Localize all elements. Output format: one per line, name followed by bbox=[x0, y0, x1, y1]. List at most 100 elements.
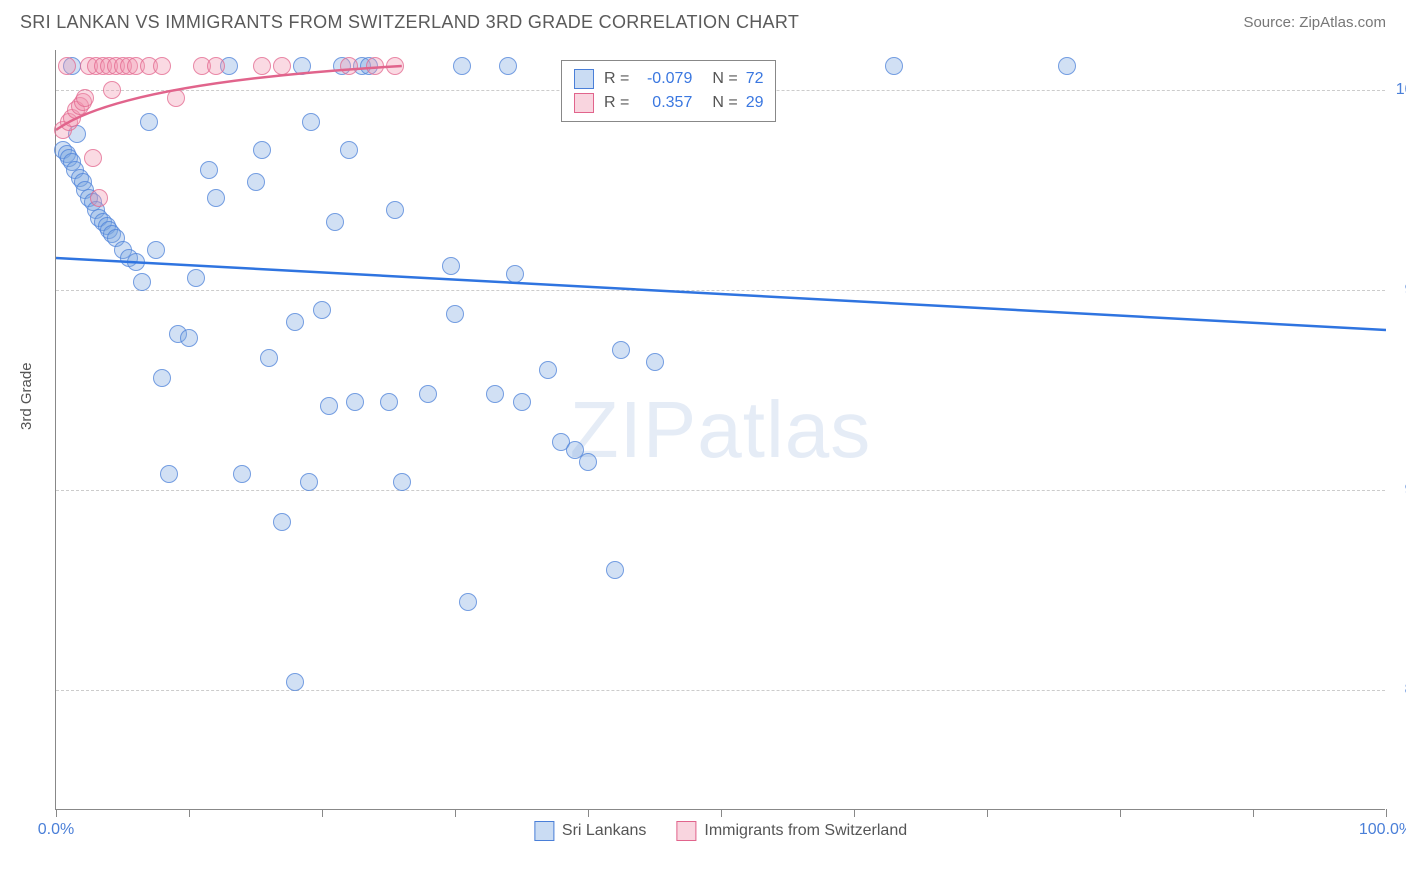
data-point bbox=[453, 57, 471, 75]
legend-label: Immigrants from Switzerland bbox=[704, 822, 907, 840]
data-point bbox=[153, 57, 171, 75]
data-point bbox=[180, 329, 198, 347]
data-point bbox=[313, 301, 331, 319]
data-point bbox=[133, 273, 151, 291]
data-point bbox=[167, 89, 185, 107]
x-tick bbox=[1120, 809, 1121, 817]
data-point bbox=[340, 141, 358, 159]
data-point bbox=[320, 397, 338, 415]
data-point bbox=[486, 385, 504, 403]
r-label: R = bbox=[604, 70, 629, 88]
data-point bbox=[386, 201, 404, 219]
stats-row: R = -0.079 N = 72 bbox=[574, 67, 763, 91]
y-axis-label: 3rd Grade bbox=[18, 362, 35, 430]
legend-item: Sri Lankans bbox=[534, 821, 647, 841]
x-tick bbox=[189, 809, 190, 817]
data-point bbox=[300, 473, 318, 491]
data-point bbox=[499, 57, 517, 75]
data-point bbox=[90, 189, 108, 207]
r-label: R = bbox=[604, 94, 629, 112]
x-tick bbox=[854, 809, 855, 817]
data-point bbox=[127, 253, 145, 271]
grid-line bbox=[56, 690, 1385, 691]
data-point bbox=[459, 593, 477, 611]
data-point bbox=[160, 465, 178, 483]
source-attribution: Source: ZipAtlas.com bbox=[1243, 14, 1386, 31]
data-point bbox=[302, 113, 320, 131]
data-point bbox=[380, 393, 398, 411]
n-label: N = bbox=[712, 70, 737, 88]
data-point bbox=[419, 385, 437, 403]
data-point bbox=[293, 57, 311, 75]
data-point bbox=[579, 453, 597, 471]
n-value: 29 bbox=[746, 94, 764, 112]
data-point bbox=[147, 241, 165, 259]
data-point bbox=[273, 57, 291, 75]
n-value: 72 bbox=[746, 70, 764, 88]
data-point bbox=[286, 313, 304, 331]
r-value: -0.079 bbox=[637, 70, 692, 88]
chart-plot-area: ZIPatlas 85.0%90.0%95.0%100.0%0.0%100.0%… bbox=[55, 50, 1385, 810]
legend-swatch bbox=[574, 93, 594, 113]
data-point bbox=[326, 213, 344, 231]
x-tick bbox=[455, 809, 456, 817]
data-point bbox=[1058, 57, 1076, 75]
legend-label: Sri Lankans bbox=[562, 822, 647, 840]
data-point bbox=[273, 513, 291, 531]
data-point bbox=[346, 393, 364, 411]
stats-row: R = 0.357 N = 29 bbox=[574, 91, 763, 115]
r-value: 0.357 bbox=[637, 94, 692, 112]
trend-line bbox=[56, 258, 1386, 330]
data-point bbox=[606, 561, 624, 579]
data-point bbox=[513, 393, 531, 411]
data-point bbox=[103, 81, 121, 99]
x-tick bbox=[721, 809, 722, 817]
y-tick-label: 100.0% bbox=[1396, 81, 1406, 99]
grid-line bbox=[56, 290, 1385, 291]
x-tick-label: 100.0% bbox=[1359, 821, 1406, 839]
bottom-legend: Sri Lankans Immigrants from Switzerland bbox=[534, 821, 907, 841]
x-tick bbox=[588, 809, 589, 817]
data-point bbox=[76, 89, 94, 107]
data-point bbox=[200, 161, 218, 179]
legend-swatch bbox=[534, 821, 554, 841]
data-point bbox=[253, 141, 271, 159]
correlation-stats-box: R = -0.079 N = 72 R = 0.357 N = 29 bbox=[561, 60, 776, 122]
data-point bbox=[885, 57, 903, 75]
x-tick bbox=[1386, 809, 1387, 817]
data-point bbox=[247, 173, 265, 191]
data-point bbox=[233, 465, 251, 483]
data-point bbox=[366, 57, 384, 75]
data-point bbox=[442, 257, 460, 275]
data-point bbox=[393, 473, 411, 491]
data-point bbox=[612, 341, 630, 359]
data-point bbox=[140, 113, 158, 131]
data-point bbox=[646, 353, 664, 371]
data-point bbox=[539, 361, 557, 379]
data-point bbox=[286, 673, 304, 691]
data-point bbox=[58, 57, 76, 75]
x-tick bbox=[987, 809, 988, 817]
data-point bbox=[506, 265, 524, 283]
x-tick bbox=[322, 809, 323, 817]
legend-swatch bbox=[676, 821, 696, 841]
legend-swatch bbox=[574, 69, 594, 89]
data-point bbox=[207, 189, 225, 207]
data-point bbox=[446, 305, 464, 323]
watermark-text: ZIPatlas bbox=[570, 384, 871, 476]
x-tick bbox=[1253, 809, 1254, 817]
data-point bbox=[187, 269, 205, 287]
data-point bbox=[386, 57, 404, 75]
grid-line bbox=[56, 490, 1385, 491]
data-point bbox=[207, 57, 225, 75]
trend-lines-layer bbox=[56, 50, 1386, 810]
n-label: N = bbox=[712, 94, 737, 112]
data-point bbox=[153, 369, 171, 387]
x-tick-label: 0.0% bbox=[38, 821, 74, 839]
data-point bbox=[84, 149, 102, 167]
x-tick bbox=[56, 809, 57, 817]
chart-title: SRI LANKAN VS IMMIGRANTS FROM SWITZERLAN… bbox=[20, 12, 799, 33]
data-point bbox=[260, 349, 278, 367]
data-point bbox=[340, 57, 358, 75]
data-point bbox=[253, 57, 271, 75]
